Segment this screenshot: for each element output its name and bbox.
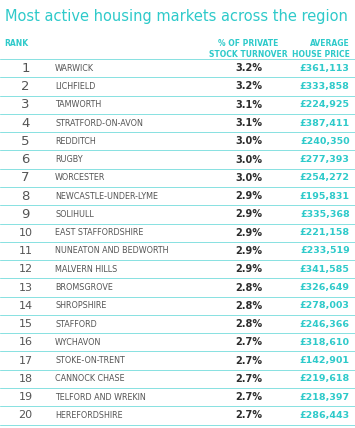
- Text: SOLIHULL: SOLIHULL: [55, 210, 94, 219]
- Text: £221,158: £221,158: [300, 228, 350, 237]
- Text: 17: 17: [18, 356, 33, 366]
- Text: 2.7%: 2.7%: [235, 356, 262, 366]
- Text: HEREFORDSHIRE: HEREFORDSHIRE: [55, 411, 122, 420]
- Text: £333,858: £333,858: [300, 82, 350, 91]
- Text: 3.0%: 3.0%: [235, 155, 262, 165]
- Text: 3.2%: 3.2%: [235, 63, 262, 73]
- Text: 1: 1: [21, 62, 30, 75]
- Text: £246,366: £246,366: [300, 320, 350, 329]
- Text: £219,618: £219,618: [299, 374, 350, 383]
- Text: 9: 9: [21, 208, 30, 221]
- Text: 2.7%: 2.7%: [235, 374, 262, 384]
- Text: 3.1%: 3.1%: [235, 118, 262, 128]
- Text: MALVERN HILLS: MALVERN HILLS: [55, 265, 117, 274]
- Text: 3.0%: 3.0%: [235, 173, 262, 183]
- Text: REDDITCH: REDDITCH: [55, 137, 96, 146]
- Text: £335,368: £335,368: [300, 210, 350, 219]
- Text: EAST STAFFORDSHIRE: EAST STAFFORDSHIRE: [55, 228, 143, 237]
- Text: 3.0%: 3.0%: [235, 136, 262, 146]
- Text: BROMSGROVE: BROMSGROVE: [55, 283, 113, 292]
- Text: £254,272: £254,272: [300, 173, 350, 182]
- Text: 6: 6: [21, 153, 30, 166]
- Text: RANK: RANK: [5, 39, 29, 48]
- Text: 4: 4: [21, 116, 30, 130]
- Text: £224,925: £224,925: [300, 100, 350, 109]
- Text: 18: 18: [18, 374, 33, 384]
- Text: £341,585: £341,585: [300, 265, 350, 274]
- Text: 2.7%: 2.7%: [235, 337, 262, 348]
- Text: £233,519: £233,519: [300, 247, 350, 256]
- Text: £142,901: £142,901: [300, 356, 350, 365]
- Text: WARWICK: WARWICK: [55, 64, 94, 73]
- Text: 3.1%: 3.1%: [235, 100, 262, 110]
- Text: LICHFIELD: LICHFIELD: [55, 82, 95, 91]
- Text: 15: 15: [18, 319, 33, 329]
- Text: WYCHAVON: WYCHAVON: [55, 338, 102, 347]
- Text: STAFFORD: STAFFORD: [55, 320, 97, 329]
- Text: 8: 8: [21, 190, 30, 202]
- Text: 7: 7: [21, 171, 30, 184]
- Text: 19: 19: [18, 392, 33, 402]
- Text: 2.9%: 2.9%: [235, 228, 262, 238]
- Text: £278,003: £278,003: [300, 301, 350, 310]
- Text: 2.8%: 2.8%: [235, 319, 262, 329]
- Text: NUNEATON AND BEDWORTH: NUNEATON AND BEDWORTH: [55, 247, 169, 256]
- Text: RUGBY: RUGBY: [55, 155, 83, 164]
- Text: % OF PRIVATE
STOCK TURNOVER: % OF PRIVATE STOCK TURNOVER: [209, 39, 288, 59]
- Text: SHROPSHIRE: SHROPSHIRE: [55, 301, 106, 310]
- Text: 3: 3: [21, 98, 30, 111]
- Text: £286,443: £286,443: [300, 411, 350, 420]
- Text: £218,397: £218,397: [300, 392, 350, 401]
- Text: AVERAGE
HOUSE PRICE: AVERAGE HOUSE PRICE: [292, 39, 350, 59]
- Text: TAMWORTH: TAMWORTH: [55, 100, 101, 109]
- Text: 2.9%: 2.9%: [235, 209, 262, 220]
- Text: £387,411: £387,411: [300, 119, 350, 128]
- Text: 16: 16: [18, 337, 33, 348]
- Text: 14: 14: [18, 301, 33, 311]
- Text: 2.9%: 2.9%: [235, 264, 262, 274]
- Text: 20: 20: [18, 410, 33, 420]
- Text: NEWCASTLE-UNDER-LYME: NEWCASTLE-UNDER-LYME: [55, 192, 158, 201]
- Text: 13: 13: [18, 282, 33, 292]
- Text: STOKE-ON-TRENT: STOKE-ON-TRENT: [55, 356, 125, 365]
- Text: 2: 2: [21, 80, 30, 93]
- Text: 2.9%: 2.9%: [235, 191, 262, 201]
- Text: 5: 5: [21, 135, 30, 148]
- Text: CANNOCK CHASE: CANNOCK CHASE: [55, 374, 125, 383]
- Text: £326,649: £326,649: [300, 283, 350, 292]
- Text: 2.9%: 2.9%: [235, 246, 262, 256]
- Text: TELFORD AND WREKIN: TELFORD AND WREKIN: [55, 392, 146, 401]
- Text: £318,610: £318,610: [300, 338, 350, 347]
- Text: STRATFORD-ON-AVON: STRATFORD-ON-AVON: [55, 119, 143, 128]
- Text: 2.7%: 2.7%: [235, 410, 262, 420]
- Text: 10: 10: [18, 228, 33, 238]
- Text: 2.7%: 2.7%: [235, 392, 262, 402]
- Text: WORCESTER: WORCESTER: [55, 173, 105, 182]
- Text: 11: 11: [18, 246, 33, 256]
- Text: £240,350: £240,350: [300, 137, 350, 146]
- Text: 2.8%: 2.8%: [235, 301, 262, 311]
- Text: Most active housing markets across the region: Most active housing markets across the r…: [5, 9, 348, 24]
- Text: £361,113: £361,113: [300, 64, 350, 73]
- Text: 2.8%: 2.8%: [235, 282, 262, 292]
- Text: £195,831: £195,831: [300, 192, 350, 201]
- Text: 12: 12: [18, 264, 33, 274]
- Text: £277,393: £277,393: [300, 155, 350, 164]
- Text: 3.2%: 3.2%: [235, 81, 262, 92]
